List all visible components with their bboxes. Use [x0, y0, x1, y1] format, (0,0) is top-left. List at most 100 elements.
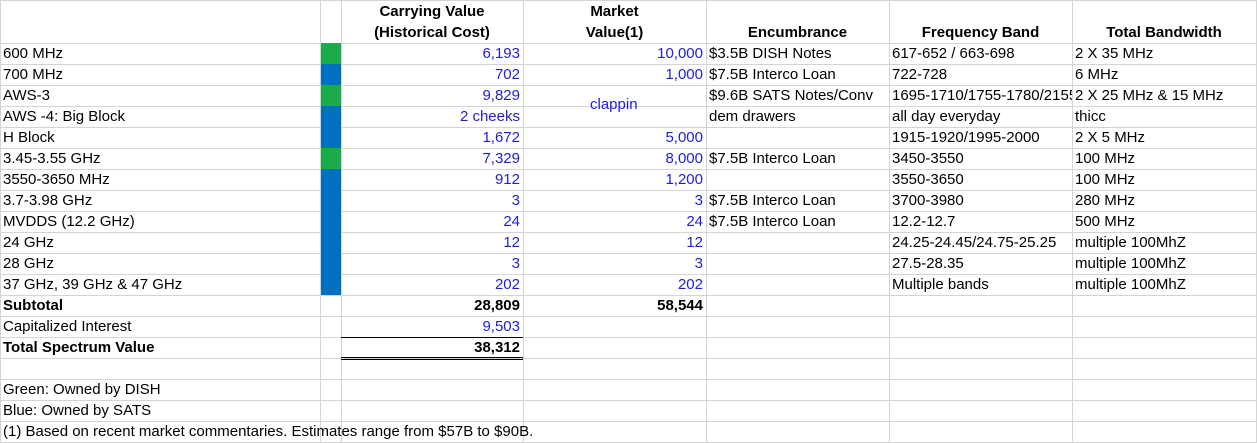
owner-color-swatch[interactable] [321, 43, 341, 64]
row-carrying-value[interactable]: 912 [494, 171, 520, 188]
row-name[interactable]: AWS -4: Big Block [3, 108, 125, 125]
capitalized-interest-value[interactable]: 9,503 [482, 318, 520, 335]
row-encumbrance[interactable]: $7.5B Interco Loan [709, 66, 836, 83]
row-frequency-band[interactable]: 1695-1710/1755-1780/2155-2180 [892, 87, 1072, 104]
row-name[interactable]: 3.45-3.55 GHz [3, 150, 101, 167]
grid-line [0, 190, 1257, 191]
row-total-bandwidth[interactable]: thicc [1075, 108, 1106, 125]
owner-color-swatch[interactable] [321, 253, 341, 274]
row-encumbrance[interactable]: $9.6B SATS Notes/Conv [709, 87, 873, 104]
owner-color-swatch[interactable] [321, 211, 341, 232]
row-total-bandwidth[interactable]: 100 MHz [1075, 171, 1136, 188]
row-carrying-value[interactable]: 702 [494, 66, 520, 83]
row-encumbrance[interactable] [706, 169, 889, 190]
total-underline [341, 337, 523, 338]
row-frequency-band[interactable]: 24.25-24.45/24.75-25.25 [892, 234, 1057, 251]
row-encumbrance[interactable] [706, 127, 889, 148]
total-spectrum-value[interactable]: 38,312 [474, 339, 520, 356]
owner-color-swatch[interactable] [321, 85, 341, 106]
row-name[interactable]: 3.7-3.98 GHz [3, 192, 93, 209]
row-carrying-value[interactable]: 6,193 [482, 45, 520, 62]
row-frequency-band[interactable]: 1915-1920/1995-2000 [892, 129, 1040, 146]
row-carrying-value[interactable]: 12 [503, 234, 520, 251]
row-market-value[interactable]: 24 [686, 213, 703, 230]
row-frequency-band[interactable]: 3700-3980 [892, 192, 964, 209]
owner-color-swatch[interactable] [321, 64, 341, 85]
capitalized-interest-label[interactable]: Capitalized Interest [3, 318, 132, 335]
row-total-bandwidth[interactable]: multiple 100MhZ [1075, 276, 1186, 293]
total-double-underline-1 [341, 357, 523, 358]
row-encumbrance[interactable]: $7.5B Interco Loan [709, 192, 836, 209]
total-spectrum-label[interactable]: Total Spectrum Value [3, 339, 155, 356]
row-total-bandwidth[interactable]: 280 MHz [1075, 192, 1136, 209]
grid-line [0, 0, 1257, 1]
owner-color-swatch[interactable] [321, 190, 341, 211]
subtotal-label[interactable]: Subtotal [3, 297, 63, 314]
row-frequency-band[interactable]: 3450-3550 [892, 150, 964, 167]
row-market-value[interactable]: 202 [677, 276, 703, 293]
row-encumbrance[interactable]: $7.5B Interco Loan [709, 150, 836, 167]
row-name[interactable]: H Block [3, 129, 55, 146]
owner-color-swatch[interactable] [321, 274, 341, 295]
grid-line [889, 0, 890, 442]
row-total-bandwidth[interactable]: 2 X 35 MHz [1075, 45, 1154, 62]
row-market-value[interactable]: 1,200 [665, 171, 703, 188]
row-market-value[interactable]: 10,000 [657, 45, 703, 62]
row-name[interactable]: MVDDS (12.2 GHz) [3, 213, 135, 230]
row-encumbrance[interactable] [706, 232, 889, 253]
row-carrying-value[interactable]: 7,329 [482, 150, 520, 167]
row-total-bandwidth[interactable]: 2 X 25 MHz & 15 MHz [1075, 87, 1224, 104]
row-encumbrance[interactable]: dem drawers [709, 108, 796, 125]
grid-line [0, 400, 1257, 401]
row-frequency-band[interactable]: Multiple bands [892, 276, 989, 293]
row-name[interactable]: 37 GHz, 39 GHz & 47 GHz [3, 276, 183, 293]
row-total-bandwidth[interactable]: 100 MHz [1075, 150, 1136, 167]
row-encumbrance[interactable] [706, 253, 889, 274]
header-total-bandwidth: Total Bandwidth [1106, 24, 1222, 41]
row-frequency-band[interactable]: 3550-3650 [892, 171, 964, 188]
row-carrying-value[interactable]: 24 [503, 213, 520, 230]
row-market-value[interactable]: 12 [686, 234, 703, 251]
row-total-bandwidth[interactable]: 500 MHz [1075, 213, 1136, 230]
subtotal-market[interactable]: 58,544 [657, 297, 703, 314]
row-frequency-band[interactable]: all day everyday [892, 108, 1001, 125]
header-carrying-value: Carrying Value [379, 3, 485, 20]
row-name[interactable]: 24 GHz [3, 234, 54, 251]
owner-color-swatch[interactable] [321, 148, 341, 169]
row-frequency-band[interactable]: 27.5-28.35 [892, 255, 964, 272]
row-carrying-value[interactable]: 9,829 [482, 87, 520, 104]
row-market-value[interactable]: 3 [694, 255, 703, 272]
row-market-value[interactable]: 5,000 [665, 129, 703, 146]
row-total-bandwidth[interactable]: multiple 100MhZ [1075, 255, 1186, 272]
row-carrying-value[interactable]: 3 [511, 192, 520, 209]
row-encumbrance[interactable]: $7.5B Interco Loan [709, 213, 836, 230]
row-frequency-band[interactable]: 617-652 / 663-698 [892, 45, 1015, 62]
row-total-bandwidth[interactable]: multiple 100MhZ [1075, 234, 1186, 251]
row-name[interactable]: 3550-3650 MHz [3, 171, 110, 188]
row-encumbrance[interactable]: $3.5B DISH Notes [709, 45, 832, 62]
row-name[interactable]: 600 MHz [3, 45, 64, 62]
row-encumbrance[interactable] [706, 274, 889, 295]
row-market-value[interactable]: 8,000 [665, 150, 703, 167]
owner-color-swatch[interactable] [321, 106, 341, 127]
row-name[interactable]: 28 GHz [3, 255, 54, 272]
row-name[interactable]: 700 MHz [3, 66, 64, 83]
row-market-value[interactable]: 3 [694, 192, 703, 209]
row-carrying-value[interactable]: 2 cheeks [459, 108, 520, 125]
owner-color-swatch[interactable] [321, 127, 341, 148]
row-carrying-value[interactable]: 202 [494, 276, 520, 293]
owner-color-swatch[interactable] [321, 232, 341, 253]
row-frequency-band[interactable]: 722-728 [892, 66, 948, 83]
row-name[interactable]: AWS-3 [3, 87, 50, 104]
grid-line [0, 232, 1257, 233]
subtotal-carrying[interactable]: 28,809 [474, 297, 520, 314]
row-market-value[interactable]: 1,000 [665, 66, 703, 83]
row-total-bandwidth[interactable]: 2 X 5 MHz [1075, 129, 1146, 146]
row-carrying-value[interactable]: 1,672 [482, 129, 520, 146]
owner-color-swatch[interactable] [321, 169, 341, 190]
grid-line [0, 64, 1257, 65]
row-total-bandwidth[interactable]: 6 MHz [1075, 66, 1119, 83]
row-frequency-band[interactable]: 12.2-12.7 [892, 213, 956, 230]
row-carrying-value[interactable]: 3 [511, 255, 520, 272]
